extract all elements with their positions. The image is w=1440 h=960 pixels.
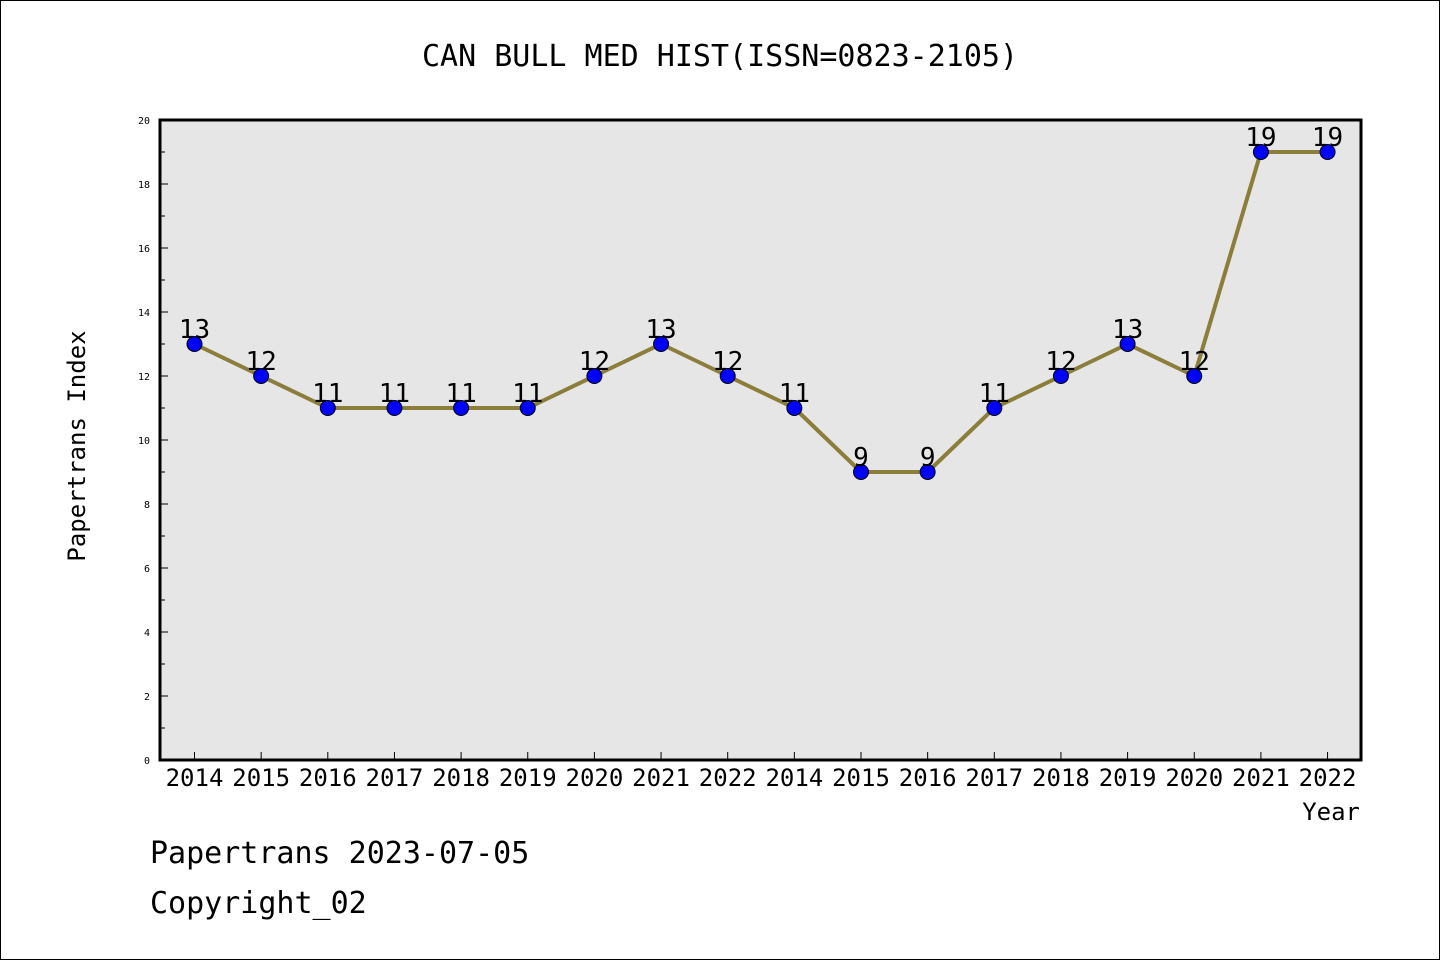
data-label: 11 <box>312 379 343 409</box>
data-label: 13 <box>1112 315 1143 345</box>
data-point <box>919 464 936 480</box>
x-tick-label: 2014 <box>765 764 823 792</box>
plot-area <box>158 118 1363 762</box>
y-tick-label: 8 <box>144 500 150 511</box>
y-tick-label: 4 <box>144 628 150 639</box>
y-tick-label: 0 <box>144 756 150 767</box>
data-point <box>519 400 536 416</box>
data-label: 12 <box>579 347 610 377</box>
x-tick-label: 2015 <box>232 764 290 792</box>
data-point <box>1319 144 1336 160</box>
x-tick-label: 2016 <box>899 764 957 792</box>
data-point <box>1186 368 1203 384</box>
data-label: 12 <box>1045 347 1076 377</box>
x-tick-label: 2015 <box>832 764 890 792</box>
x-tick-label: 2021 <box>1232 764 1290 792</box>
x-tick-label: 2019 <box>499 764 557 792</box>
data-point <box>653 336 670 352</box>
series-line <box>193 150 1328 474</box>
x-tick-label: 2022 <box>1299 764 1357 792</box>
data-label: 11 <box>979 379 1010 409</box>
x-tick-label: 2020 <box>566 764 624 792</box>
y-tick-label: 18 <box>138 180 150 191</box>
data-label: 19 <box>1312 123 1343 153</box>
data-point <box>186 336 203 352</box>
y-axis-label: Papertrans Index <box>63 330 91 561</box>
y-tick-label: 12 <box>138 372 150 383</box>
footer-date-text: Papertrans 2023-07-05 <box>150 836 530 871</box>
data-label: 11 <box>379 379 410 409</box>
data-point <box>386 400 403 416</box>
data-label: 19 <box>1245 123 1276 153</box>
data-point <box>1052 368 1069 384</box>
x-tick-label: 2021 <box>632 764 690 792</box>
x-tick-label: 2018 <box>432 764 490 792</box>
data-point <box>853 464 869 480</box>
data-label: 12 <box>712 347 743 377</box>
series-layer: 13 12 11 11 11 11 12 13 12 11 9 9 11 12 13 12 19 19 <box>179 123 1343 480</box>
x-tick-label: 2018 <box>1032 764 1090 792</box>
y-tick-label: 10 <box>138 436 150 447</box>
data-point <box>786 400 803 416</box>
data-label: 12 <box>245 347 276 377</box>
x-axis-ticks: 2014 2015 2016 2017 2018 2019 2020 2021 2022 2014… <box>166 752 1357 792</box>
x-tick-label: 2022 <box>699 764 757 792</box>
footer-copyright-text: Copyright_02 <box>150 886 367 921</box>
chart-title: CAN BULL MED HIST(ISSN=0823-2105) <box>422 39 1018 74</box>
x-tick-label: 2016 <box>299 764 357 792</box>
y-tick-label: 2 <box>144 692 150 703</box>
data-point <box>986 400 1003 416</box>
data-point <box>1252 144 1269 160</box>
y-tick-label: 14 <box>138 308 150 319</box>
data-label: 12 <box>1179 347 1210 377</box>
data-point <box>586 368 603 384</box>
y-axis-ticks: 0 2 4 6 8 10 12 14 16 18 20 <box>138 116 168 767</box>
x-tick-label: 2020 <box>1165 764 1223 792</box>
data-label: 11 <box>512 379 543 409</box>
data-point <box>453 400 470 416</box>
x-tick-label: 2017 <box>366 764 424 792</box>
data-point <box>719 368 736 384</box>
data-label: 9 <box>920 443 936 473</box>
data-label: 13 <box>179 315 210 345</box>
x-tick-label: 2014 <box>166 764 224 792</box>
y-tick-label: 20 <box>138 116 150 127</box>
data-label: 13 <box>645 315 676 345</box>
x-tick-label: 2017 <box>965 764 1023 792</box>
data-label: 11 <box>445 379 476 409</box>
y-tick-label: 16 <box>138 244 150 255</box>
x-axis-label: Year <box>1302 798 1360 826</box>
data-label: 9 <box>853 443 869 473</box>
data-point <box>253 368 270 384</box>
data-point <box>319 400 336 416</box>
data-point <box>1119 336 1136 352</box>
data-label: 11 <box>779 379 810 409</box>
y-tick-label: 6 <box>144 564 150 575</box>
x-tick-label: 2019 <box>1099 764 1157 792</box>
